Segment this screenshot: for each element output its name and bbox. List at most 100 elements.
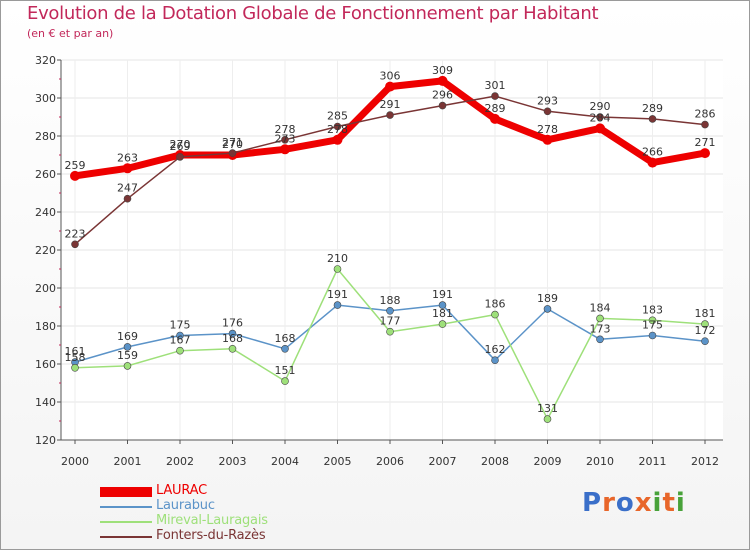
y-tick-label: 220 bbox=[35, 244, 56, 257]
data-label: 184 bbox=[590, 301, 611, 314]
data-label: 175 bbox=[642, 319, 663, 332]
x-tick-label: 2001 bbox=[114, 455, 142, 468]
x-tick-label: 2011 bbox=[639, 455, 667, 468]
x-tick-label: 2003 bbox=[219, 455, 247, 468]
legend-swatch bbox=[100, 520, 152, 524]
data-label: 188 bbox=[380, 294, 401, 307]
legend-label: LAURAC bbox=[156, 483, 207, 498]
logo-letter: x bbox=[634, 488, 653, 518]
data-label: 278 bbox=[275, 123, 296, 136]
data-label: 278 bbox=[537, 123, 558, 136]
data-label: 263 bbox=[117, 151, 138, 164]
data-label: 173 bbox=[590, 322, 611, 335]
data-point bbox=[281, 136, 289, 144]
data-label: 161 bbox=[65, 345, 86, 358]
logo-letter: t bbox=[662, 488, 676, 518]
data-label: 309 bbox=[432, 64, 453, 77]
data-point bbox=[648, 115, 657, 123]
data-label: 210 bbox=[327, 252, 348, 265]
data-point bbox=[701, 120, 709, 129]
data-point bbox=[490, 113, 500, 124]
legend-swatch bbox=[100, 535, 152, 539]
data-point bbox=[280, 144, 290, 155]
chart-title: Evolution de la Dotation Globale de Fonc… bbox=[27, 3, 599, 24]
data-label: 290 bbox=[590, 100, 611, 113]
data-point bbox=[332, 134, 343, 145]
legend-label: Mireval-Lauragais bbox=[156, 513, 268, 528]
data-point bbox=[228, 329, 237, 338]
data-point bbox=[281, 377, 289, 385]
data-point bbox=[386, 306, 394, 315]
legend-item: LAURAC bbox=[100, 483, 400, 499]
data-point bbox=[491, 92, 499, 100]
data-point bbox=[438, 301, 447, 309]
data-point bbox=[123, 343, 132, 351]
data-point bbox=[333, 265, 342, 273]
data-label: 186 bbox=[485, 298, 506, 311]
proxiti-logo: Proxiti bbox=[582, 488, 686, 518]
legend-label: Laurabuc bbox=[156, 498, 215, 513]
legend-item: Fonters-du-Razès bbox=[100, 528, 400, 544]
data-label: 177 bbox=[380, 315, 401, 328]
data-point bbox=[123, 194, 132, 203]
data-point bbox=[228, 344, 237, 353]
legend-label: Fonters-du-Razès bbox=[156, 528, 266, 543]
data-point bbox=[122, 163, 133, 174]
data-label: 289 bbox=[642, 102, 663, 115]
x-tick-label: 2005 bbox=[324, 455, 352, 468]
data-point bbox=[595, 123, 605, 134]
y-tick-label: 260 bbox=[35, 168, 56, 181]
data-label: 270 bbox=[170, 138, 191, 151]
x-tick-label: 2007 bbox=[429, 455, 457, 468]
data-label: 301 bbox=[485, 79, 506, 92]
x-tick-label: 2000 bbox=[61, 455, 89, 468]
data-label: 131 bbox=[537, 402, 558, 415]
data-point bbox=[596, 113, 604, 121]
data-label: 169 bbox=[117, 330, 138, 343]
data-label: 259 bbox=[65, 159, 86, 172]
y-tick-label: 140 bbox=[35, 396, 56, 409]
data-label: 223 bbox=[65, 227, 86, 240]
data-point bbox=[176, 331, 184, 340]
data-label: 151 bbox=[275, 364, 296, 377]
x-tick-label: 2010 bbox=[586, 455, 614, 468]
logo-letter: o bbox=[615, 488, 635, 518]
data-point bbox=[123, 362, 132, 370]
y-tick-label: 300 bbox=[35, 92, 56, 105]
data-point bbox=[543, 107, 552, 116]
data-label: 296 bbox=[432, 89, 453, 102]
y-tick-label: 160 bbox=[35, 358, 56, 371]
data-label: 189 bbox=[537, 292, 558, 305]
data-point bbox=[71, 363, 79, 372]
data-label: 167 bbox=[170, 334, 191, 347]
logo-letter: r bbox=[602, 488, 616, 518]
data-point bbox=[333, 301, 342, 309]
data-label: 286 bbox=[695, 108, 716, 121]
data-point bbox=[596, 314, 604, 323]
data-point bbox=[386, 327, 394, 336]
legend: LAURAC Laurabuc Mireval-Lauragais Fonters-d… bbox=[100, 483, 400, 544]
data-label: 158 bbox=[65, 351, 86, 364]
data-label: 271 bbox=[222, 136, 243, 149]
data-point bbox=[648, 331, 657, 340]
data-label: 293 bbox=[537, 94, 558, 107]
x-tick-label: 2006 bbox=[376, 455, 404, 468]
data-label: 284 bbox=[590, 111, 611, 124]
data-label: 172 bbox=[695, 324, 716, 337]
data-label: 306 bbox=[380, 70, 401, 83]
data-point bbox=[648, 316, 657, 325]
y-tick-label: 280 bbox=[35, 130, 56, 143]
data-point bbox=[701, 337, 709, 346]
data-label: 273 bbox=[275, 132, 296, 145]
x-tick-label: 2009 bbox=[534, 455, 562, 468]
data-point bbox=[438, 320, 447, 328]
x-tick-label: 2002 bbox=[166, 455, 194, 468]
data-label: 289 bbox=[485, 102, 506, 115]
data-point bbox=[386, 111, 394, 119]
data-label: 168 bbox=[275, 332, 296, 345]
legend-swatch bbox=[100, 487, 152, 497]
data-label: 181 bbox=[432, 307, 453, 320]
data-label: 270 bbox=[222, 138, 243, 151]
y-tick-label: 180 bbox=[35, 320, 56, 333]
